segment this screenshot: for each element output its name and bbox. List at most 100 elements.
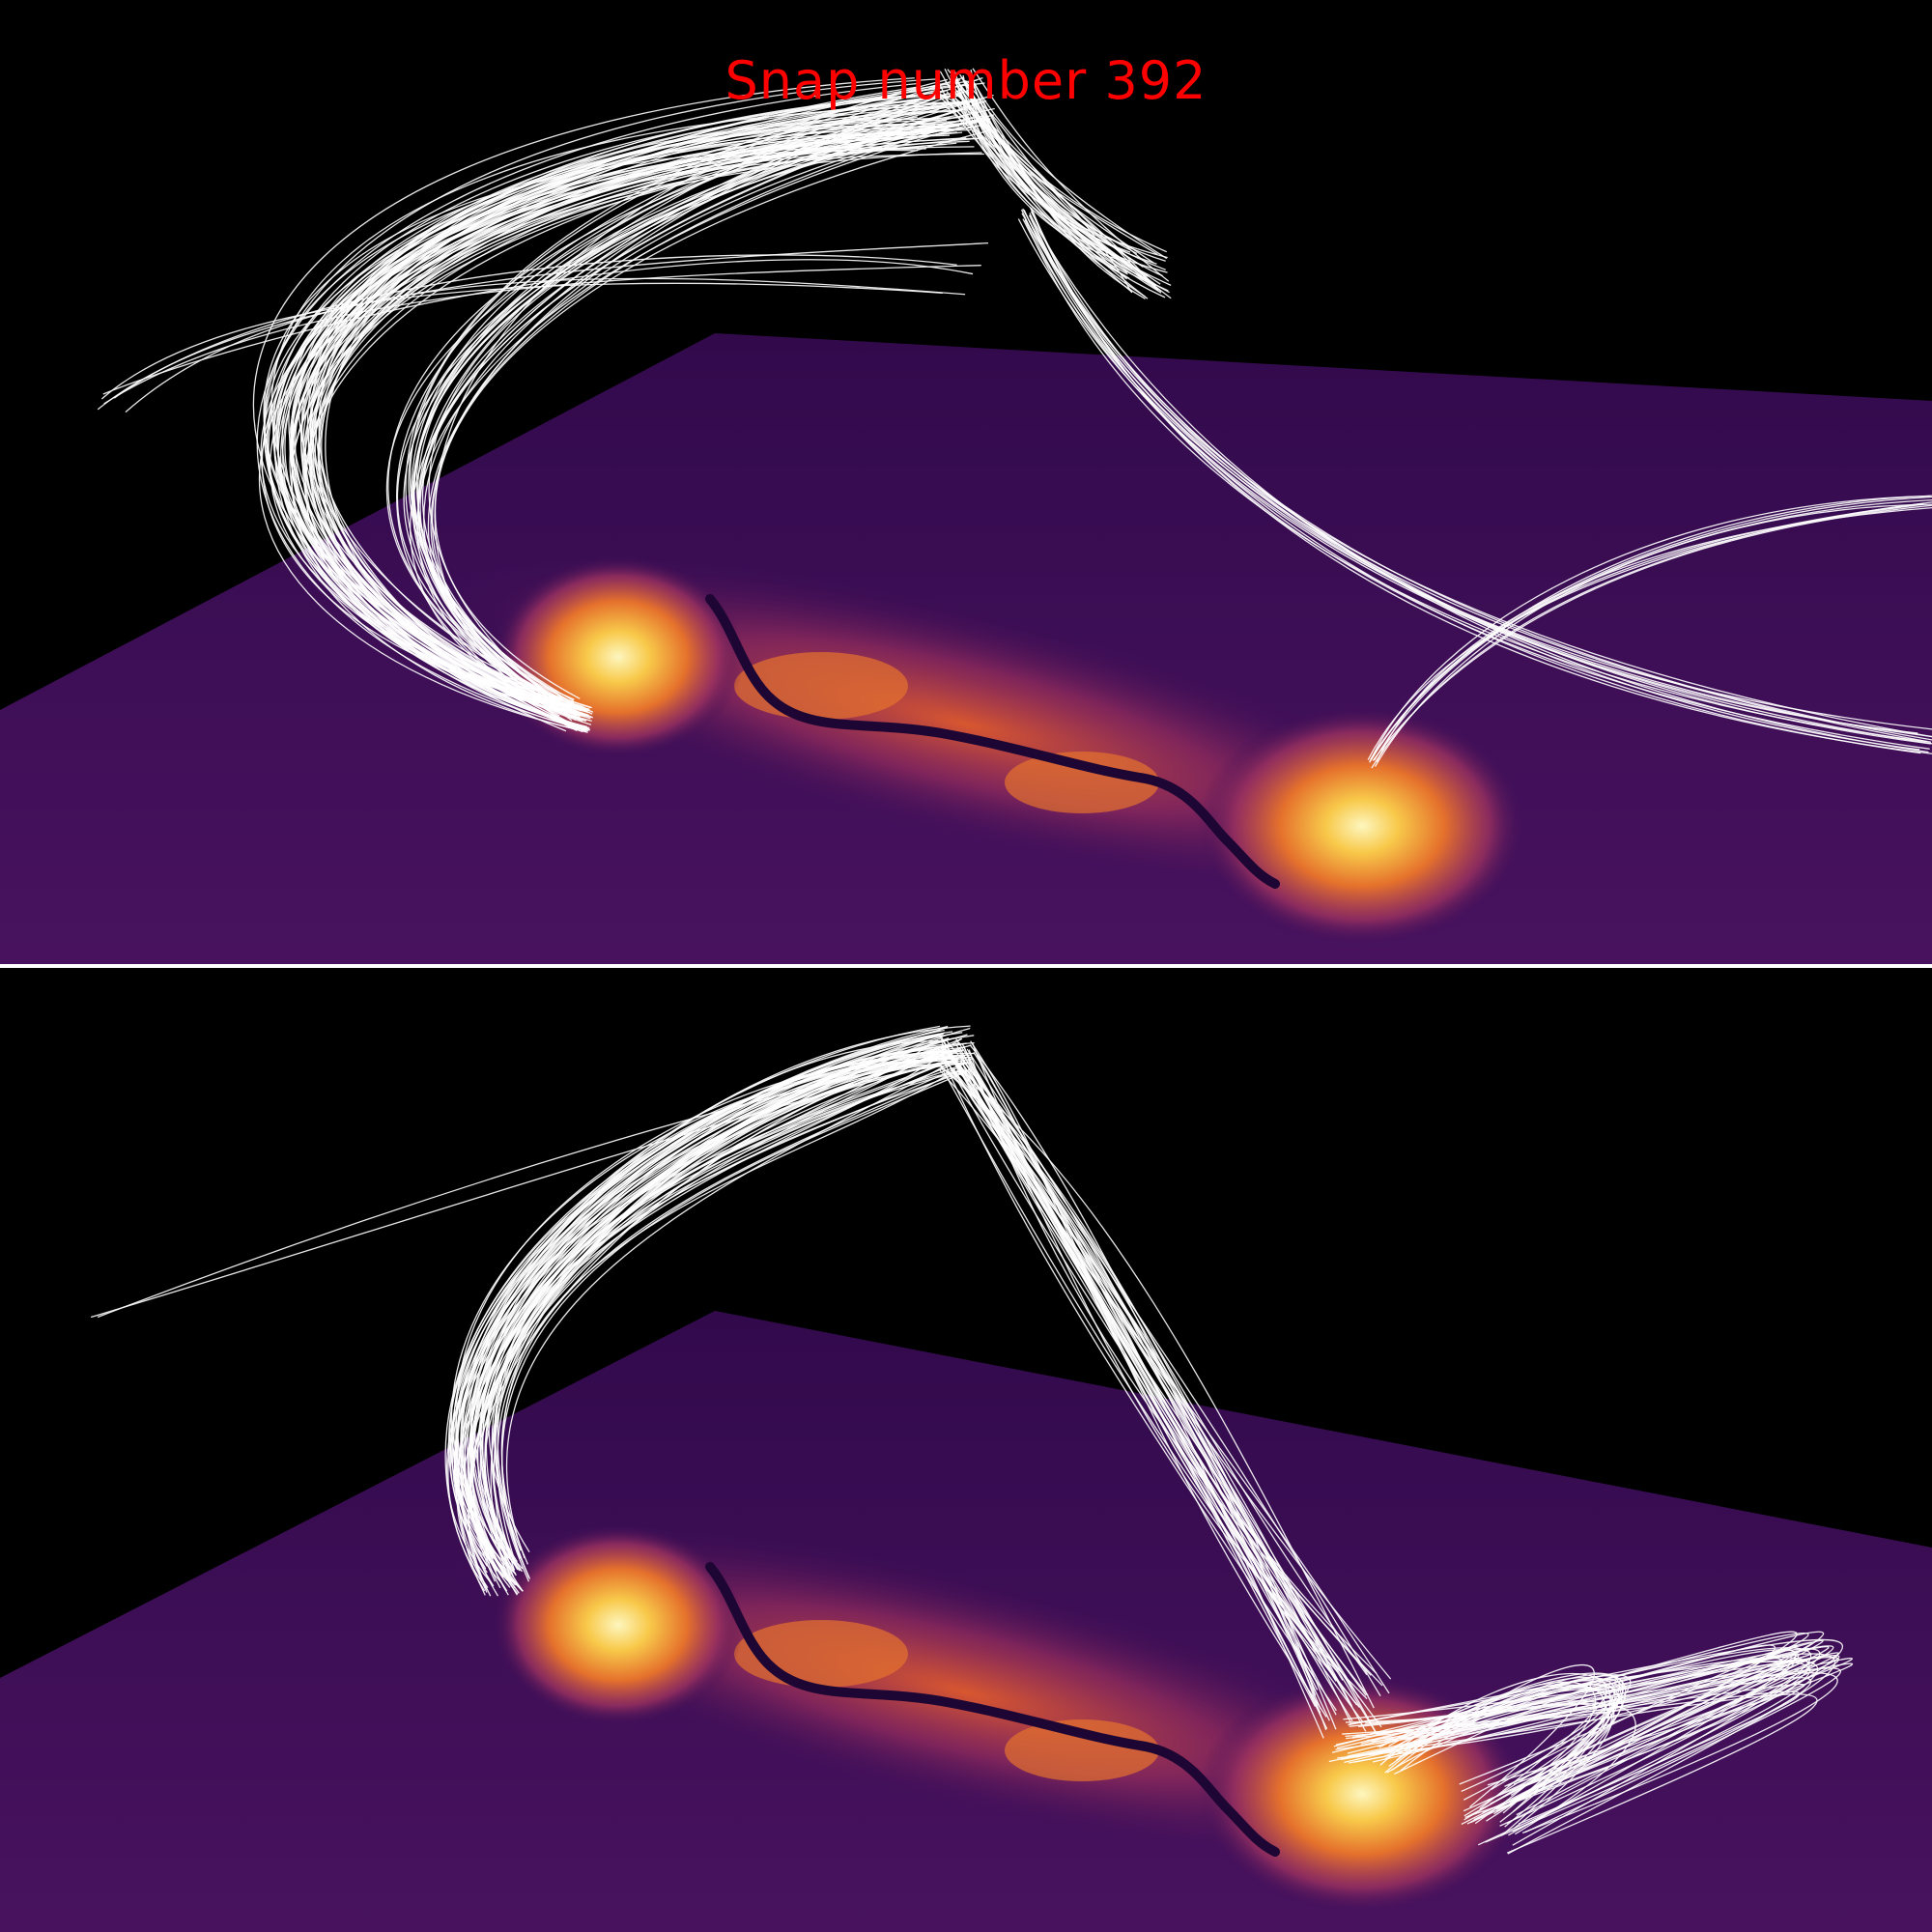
bottom-panel [0, 968, 1932, 1932]
field-line-right-inner [1400, 1684, 1620, 1797]
field-line-left-arch [450, 1049, 964, 1577]
field-line-left-arch [270, 105, 946, 717]
field-line-right-inner [1394, 1683, 1622, 1813]
field-line-right-loops [1357, 1645, 1830, 1821]
field-line-right-inner [1395, 1676, 1615, 1793]
field-line-left-arch [298, 146, 975, 715]
field-line-crest [953, 81, 1133, 294]
field-line-down-sweep [972, 1073, 1324, 1739]
field-line-left-arch-inner [405, 79, 961, 710]
field-line-long-stray [90, 1059, 959, 1319]
field-line-stray [102, 259, 974, 395]
field-line-down-sweep [957, 1065, 1319, 1690]
field-line-diagonal [1028, 219, 1932, 741]
field-line-stray [100, 282, 943, 400]
neutral-line [705, 594, 1280, 889]
field-line-left-arch [447, 1048, 938, 1570]
field-line-right-loops [1348, 1657, 1853, 1788]
field-line-left-arch-inner [416, 118, 990, 714]
field-line-down-sweep [937, 1052, 1367, 1732]
mid-glow-right [1005, 752, 1159, 813]
field-line-right-inner [1399, 1674, 1632, 1790]
field-line-left-arch-outer [482, 1060, 945, 1551]
field-line-left-arch [447, 1033, 941, 1591]
field-line-stray [103, 265, 981, 405]
field-line-left-arch [276, 142, 957, 714]
field-line-left-arch [272, 94, 946, 708]
field-line-left-arch [464, 1060, 955, 1582]
field-line-left-arch [277, 134, 951, 729]
field-line-left-arch-inner [396, 94, 942, 717]
right-sunspot [1198, 705, 1526, 947]
field-line-left-arch-inner [435, 129, 991, 699]
field-line-crest [947, 69, 1156, 287]
left-sunspot [493, 1523, 744, 1726]
field-line-right-loops [1353, 1652, 1839, 1804]
bottom-render [0, 1025, 1932, 1932]
field-line-long-stray [97, 1054, 964, 1319]
field-line-down-sweep [938, 1068, 1392, 1680]
field-line-right-loops [1367, 1655, 1840, 1785]
field-line-diagonal [1024, 219, 1927, 743]
field-line-left-arch [317, 140, 970, 712]
field-line-left-arch-inner [413, 120, 974, 704]
field-line-crest [938, 82, 1172, 299]
field-line-left-arch [304, 123, 964, 718]
field-line-diagonal [1023, 209, 1921, 754]
field-line-left-arch-outer [494, 1063, 967, 1582]
field-line-left-arch [300, 126, 952, 723]
field-line-left-arch [302, 121, 978, 730]
field-lines-bottom [90, 1025, 1853, 1855]
field-line-left-arch-inner [403, 108, 940, 714]
field-line-left-arch [318, 109, 958, 732]
field-line-right-inner [1388, 1687, 1615, 1815]
field-line-diagonal [1029, 214, 1920, 751]
field-line-left-arch [266, 99, 930, 724]
field-line-left-arch [468, 1031, 953, 1580]
field-line-down-sweep [972, 1043, 1337, 1682]
field-line-right-loops [1351, 1648, 1821, 1846]
field-line-left-arch-inner [416, 118, 991, 722]
field-line-diagonal [1020, 209, 1932, 745]
field-line-crest [962, 89, 1144, 268]
field-line-crest [974, 83, 1162, 294]
field-line-diagonal [1017, 218, 1932, 730]
field-line-stray [113, 254, 957, 399]
field-lines-top [97, 68, 1932, 769]
field-line-left-arch [456, 1059, 938, 1592]
field-line-right-inner [1404, 1681, 1597, 1825]
field-line-crest [952, 90, 1138, 255]
field-line-left-arch-outer [491, 1047, 946, 1565]
field-line-left-arch-outer [497, 1071, 952, 1560]
field-line-right-inner [1384, 1700, 1609, 1822]
field-line-left-arch [290, 128, 971, 722]
field-line-left-arch-inner [423, 93, 949, 705]
top-render [0, 68, 1932, 964]
field-line-right-loops [1343, 1656, 1839, 1814]
field-line-crest [950, 95, 1163, 277]
field-line-down-sweep [967, 1059, 1381, 1697]
neutral-line [705, 1562, 1280, 1857]
field-line-right-inner [1388, 1672, 1627, 1836]
field-line-left-arch [474, 1053, 942, 1573]
field-line-left-arch-outer [494, 1055, 965, 1577]
field-line-right-loop [1372, 504, 1932, 761]
top-panel: Snap number 392 [0, 0, 1932, 964]
field-line-crest [969, 74, 1168, 260]
field-line-down-sweep [939, 1036, 1358, 1706]
field-line-left-arch-inner [419, 99, 987, 709]
left-sunspot [493, 555, 744, 758]
panel-divider [0, 964, 1932, 968]
field-line-left-arch-outer [480, 1069, 969, 1568]
field-line-right-loops [1328, 1641, 1813, 1804]
field-line-crest [962, 91, 1168, 273]
field-line-down-sweep [939, 1065, 1364, 1723]
field-line-right-loops [1347, 1644, 1776, 1825]
mid-glow-right [1005, 1719, 1159, 1781]
field-line-down-sweep [961, 1064, 1353, 1708]
field-line-stray [125, 277, 966, 413]
field-line-right-loops [1331, 1649, 1797, 1836]
field-line-left-arch [289, 137, 967, 713]
field-line-right-loops [1364, 1668, 1787, 1825]
field-line-left-arch-outer [500, 1070, 961, 1565]
